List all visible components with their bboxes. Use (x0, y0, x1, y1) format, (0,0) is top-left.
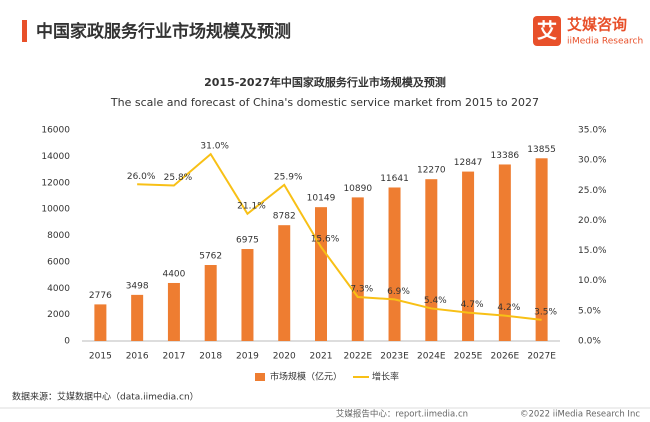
x-tick-label: 2021 (310, 352, 333, 362)
x-tick-label: 2019 (236, 352, 259, 362)
line-value-label: 25.9% (274, 172, 303, 182)
x-tick-label: 2018 (199, 352, 222, 362)
y2-tick-label: 15.0% (578, 246, 607, 256)
y-tick-label: 4000 (47, 284, 70, 294)
bar (535, 158, 548, 341)
y-tick-label: 14000 (41, 152, 70, 162)
line (137, 152, 542, 321)
bar (498, 164, 511, 341)
line-value-label: 3.5% (534, 307, 557, 317)
x-tick-label: 2024E (417, 352, 446, 362)
bar (241, 249, 254, 341)
bar (131, 294, 144, 341)
x-tick-label: 2027E (527, 352, 556, 362)
y2-tick-label: 10.0% (578, 276, 607, 286)
x-tick-label: 2023E (380, 352, 409, 362)
bar-value-label: 12847 (454, 158, 483, 168)
y-tick-label: 12000 (41, 178, 70, 188)
bar (315, 207, 327, 341)
bar (425, 179, 438, 341)
y2-tick-label: 20.0% (578, 216, 607, 226)
x-tick-label: 2025E (454, 352, 483, 362)
line-value-label: 7.3% (350, 284, 373, 294)
logo-icon (533, 16, 561, 46)
bar-value-label: 13386 (491, 151, 520, 161)
bar-value-label: 10890 (343, 184, 372, 194)
line-value-label: 26.0% (127, 172, 156, 182)
y2-tick-label: 30.0% (578, 156, 607, 166)
y-tick-label: 0 (64, 337, 70, 347)
line-value-label: 4.2% (497, 303, 520, 313)
legend-label: 市场规模（亿元） (270, 371, 342, 383)
y2-tick-label: 5.0% (578, 306, 601, 316)
bar-value-label: 10149 (307, 194, 336, 204)
legend-label: 增长率 (372, 371, 399, 383)
bar (388, 187, 401, 341)
chart-subtitle: The scale and forecast of China's domest… (110, 96, 539, 109)
bar-value-label: 11641 (380, 174, 409, 184)
page-title: 中国家政服务行业市场规模及预测 (36, 21, 291, 42)
y-tick-label: 2000 (47, 310, 70, 320)
bar-value-label: 12270 (417, 166, 446, 176)
bar (94, 304, 107, 341)
x-tick-label: 2022E (343, 352, 372, 362)
footer-copyright: ©2022 iiMedia Research Inc (520, 410, 640, 420)
logo-subtext: iiMedia Research (567, 37, 643, 47)
y-tick-label: 16000 (41, 126, 70, 136)
bar (278, 225, 291, 341)
y-tick-label: 10000 (41, 205, 70, 215)
line-value-label: 15.6% (311, 234, 340, 244)
y-tick-label: 8000 (47, 231, 70, 241)
y2-tick-label: 0.0% (578, 337, 601, 347)
bar (204, 265, 217, 341)
line-value-label: 21.1% (237, 201, 266, 211)
line-value-label: 5.4% (424, 296, 447, 306)
logo-text: 艾媒咨询 (567, 16, 627, 34)
line-value-label: 4.7% (461, 300, 484, 310)
bar-value-label: 6975 (236, 236, 259, 246)
bar (462, 171, 475, 341)
logo-mark: 艾 (537, 19, 557, 43)
x-tick-label: 2020 (273, 352, 296, 362)
x-tick-label: 2016 (126, 352, 149, 362)
x-tick-label: 2026E (491, 352, 520, 362)
bar-value-label: 13855 (527, 145, 556, 155)
line-value-label: 6.9% (387, 287, 410, 297)
y2-tick-label: 35.0% (578, 126, 607, 136)
y-tick-label: 6000 (47, 257, 70, 267)
y2-tick-label: 25.0% (578, 186, 607, 196)
source: 数据来源：艾媒数据中心（data.iimedia.cn） (12, 391, 199, 403)
bar-value-label: 4400 (162, 269, 185, 279)
line-value-label: 25.8% (164, 173, 193, 183)
footer-site: 艾媒报告中心：report.iimedia.cn (336, 409, 468, 420)
legend-swatch (255, 373, 265, 381)
chart-title: 2015-2027年中国家政服务行业市场规模及预测 (204, 75, 446, 89)
bar-value-label: 5762 (199, 252, 222, 262)
bar (351, 197, 364, 341)
title-accent (22, 20, 27, 42)
x-tick-label: 2017 (162, 352, 185, 362)
bar (167, 282, 180, 341)
bar-value-label: 8782 (273, 212, 296, 222)
line-value-label: 31.0% (200, 142, 229, 152)
bar-value-label: 2776 (89, 291, 112, 301)
x-tick-label: 2015 (89, 352, 112, 362)
bar-value-label: 3498 (126, 281, 149, 291)
